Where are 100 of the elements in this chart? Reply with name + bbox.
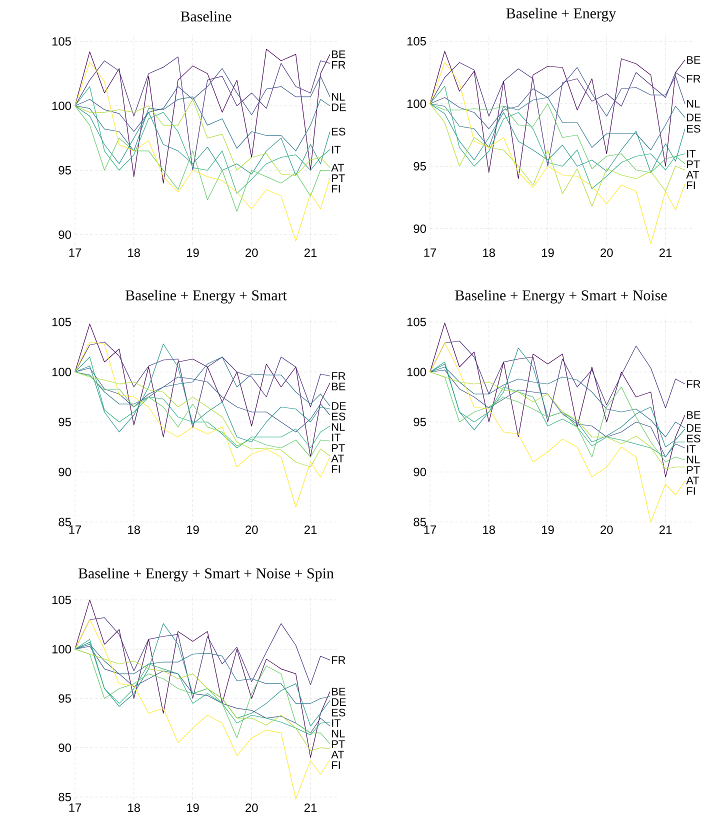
y-tick-label: 105 <box>407 37 426 46</box>
x-tick-label: 20 <box>600 526 613 534</box>
y-tick-label: 90 <box>414 468 426 476</box>
line-series <box>74 48 330 184</box>
y-tick-label: 85 <box>58 792 71 802</box>
series-label: FI <box>687 181 695 190</box>
series-label: AT <box>331 750 344 758</box>
y-tick-label: 105 <box>52 596 71 604</box>
y-tick-label: 85 <box>414 518 426 526</box>
series-label: ES <box>687 124 700 133</box>
x-tick-label: 18 <box>128 248 140 257</box>
series-label: FR <box>332 372 346 380</box>
line-series <box>430 342 686 522</box>
y-tick-label: 100 <box>407 100 426 108</box>
line-series <box>74 600 330 758</box>
series-label: IT <box>687 150 696 158</box>
series-label: BE <box>332 688 346 696</box>
chart-title: Baseline + Energy + Smart <box>126 290 287 304</box>
series-label: DE <box>687 114 701 122</box>
series-label: DE <box>332 698 346 706</box>
series-label: AT <box>331 454 344 462</box>
line-series <box>430 322 686 478</box>
x-tick-label: 21 <box>659 526 672 534</box>
x-tick-label: 21 <box>304 248 317 257</box>
line-series <box>74 356 330 406</box>
line-series <box>430 366 686 438</box>
line-series <box>74 344 330 442</box>
x-tick-label: 21 <box>659 248 672 257</box>
series-label: ES <box>332 412 346 420</box>
line-series <box>430 348 686 448</box>
x-tick-label: 19 <box>542 526 554 534</box>
series-label: FR <box>332 656 346 664</box>
series-label: FR <box>687 74 700 83</box>
series-label: FI <box>332 184 340 192</box>
series-label: AT <box>331 164 344 172</box>
series-label: PT <box>332 740 345 748</box>
series-label: IT <box>332 434 341 442</box>
series-label: FR <box>687 380 700 388</box>
y-tick-label: 105 <box>407 318 426 326</box>
line-series <box>74 342 330 428</box>
line-series <box>74 62 330 242</box>
y-tick-label: 100 <box>52 368 72 376</box>
chart-title: Baseline <box>180 10 232 22</box>
series-label: BE <box>332 382 346 390</box>
line-series <box>430 103 686 207</box>
series-label: DE <box>687 424 701 432</box>
series-label: FR <box>332 61 346 69</box>
x-tick-label: 17 <box>424 526 436 534</box>
series-label: DE <box>332 104 346 112</box>
y-tick-label: 105 <box>52 37 71 46</box>
x-tick-label: 18 <box>483 526 496 534</box>
series-label: PT <box>332 444 345 452</box>
x-tick-label: 20 <box>246 248 258 257</box>
series-label: NL <box>332 423 345 431</box>
y-tick-label: 95 <box>58 694 71 703</box>
x-tick-label: 19 <box>187 526 199 534</box>
y-tick-label: 95 <box>414 418 426 426</box>
y-tick-label: 95 <box>414 162 426 170</box>
line-series <box>74 68 330 132</box>
line-series <box>430 86 686 190</box>
series-label: BE <box>687 411 700 419</box>
x-tick-label: 19 <box>542 248 554 257</box>
y-tick-label: 90 <box>58 230 72 239</box>
series-label: ES <box>332 128 346 136</box>
x-tick-label: 20 <box>600 248 613 257</box>
chart-title: Baseline + Energy + Smart + Noise + Spin <box>78 568 334 582</box>
series-label: DE <box>332 402 346 410</box>
x-tick-label: 18 <box>483 248 496 257</box>
line-series <box>430 62 686 244</box>
y-tick-label: 90 <box>58 468 72 476</box>
y-tick-label: 90 <box>58 744 72 752</box>
x-tick-label: 18 <box>128 526 140 534</box>
x-tick-label: 19 <box>187 804 199 812</box>
y-tick-label: 105 <box>52 318 71 326</box>
chart-title: Baseline + Energy <box>506 8 616 22</box>
x-tick-label: 20 <box>246 526 258 534</box>
line-series <box>74 342 330 508</box>
x-tick-label: 21 <box>304 804 317 812</box>
series-label: FI <box>332 465 340 473</box>
series-label: ES <box>687 434 700 442</box>
line-series <box>430 103 686 173</box>
y-tick-label: 100 <box>52 102 72 110</box>
x-tick-label: 18 <box>128 804 140 812</box>
line-series <box>74 106 330 212</box>
series-label: PT <box>332 174 345 182</box>
y-tick-label: 95 <box>58 418 71 426</box>
chart-title: Baseline + Energy + Smart + Noise <box>455 290 667 304</box>
y-tick-label: 85 <box>58 518 71 526</box>
y-tick-label: 90 <box>414 224 426 233</box>
line-series <box>74 619 330 800</box>
x-tick-label: 19 <box>187 248 199 257</box>
line-series <box>430 50 686 180</box>
line-series <box>74 96 330 152</box>
series-label: AT <box>686 170 700 179</box>
y-tick-label: 95 <box>58 166 71 174</box>
series-label: PT <box>687 466 700 474</box>
series-label: NL <box>332 730 345 738</box>
series-label: IT <box>687 445 696 453</box>
line-series <box>74 644 330 704</box>
series-label: PT <box>687 160 700 168</box>
